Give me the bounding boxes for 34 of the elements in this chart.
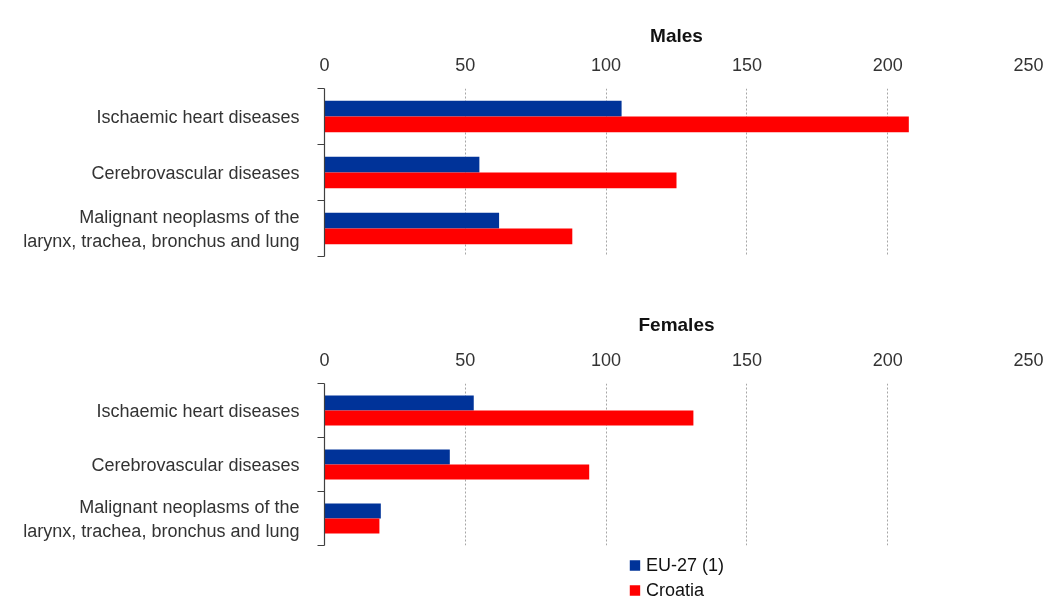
x-tick-label: 100: [591, 349, 622, 370]
bar: [324, 228, 573, 245]
bar: [324, 116, 909, 133]
legend-label: EU-27 (1): [645, 553, 725, 576]
chart-title: Females: [638, 313, 715, 335]
chart-title: Males: [650, 24, 703, 46]
bar: [324, 100, 622, 117]
x-tick-label: 100: [591, 54, 622, 75]
y-tick-label: Malignant neoplasms of the larynx, trachea, bronchus and lung: [23, 496, 300, 541]
x-tick-label: 150: [731, 54, 762, 75]
x-tick-label: 200: [872, 54, 903, 75]
x-tick-label: 0: [319, 54, 330, 75]
bar: [324, 410, 694, 426]
y-tick-label: Ischaemic heart diseases: [96, 400, 300, 421]
bar: [324, 172, 677, 189]
x-tick-label: 250: [1013, 54, 1044, 75]
bar: [324, 212, 500, 229]
x-tick-label: 50: [455, 54, 476, 75]
bar: [324, 156, 480, 173]
y-tick-label: Cerebrovascular diseases: [91, 162, 300, 183]
x-tick-label: 0: [319, 349, 330, 370]
bar: [324, 449, 450, 465]
y-tick-label: Ischaemic heart diseases: [96, 106, 300, 127]
x-tick-label: 250: [1013, 349, 1044, 370]
x-tick-label: 200: [872, 349, 903, 370]
bar: [324, 464, 590, 480]
x-tick-label: 50: [455, 349, 476, 370]
bar: [324, 395, 474, 411]
legend-label: Croatia: [645, 578, 705, 601]
x-tick-label: 150: [731, 349, 762, 370]
bar: [324, 518, 380, 534]
y-tick-label: Malignant neoplasms of the larynx, trachea, bronchus and lung: [23, 206, 300, 251]
bar: [324, 503, 381, 519]
y-tick-label: Cerebrovascular diseases: [91, 454, 300, 475]
